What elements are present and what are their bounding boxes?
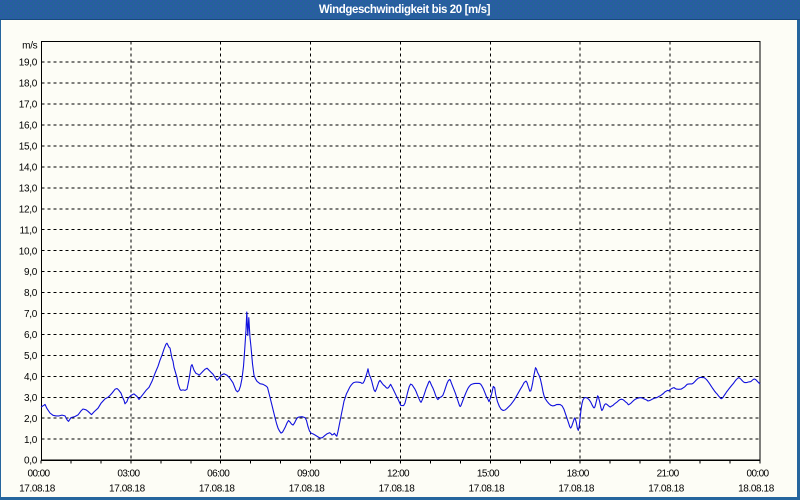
svg-text:6,0: 6,0 — [24, 330, 38, 341]
svg-text:7,0: 7,0 — [24, 309, 38, 320]
svg-text:8,0: 8,0 — [24, 288, 38, 299]
svg-text:12:00: 12:00 — [387, 469, 410, 480]
svg-text:21:00: 21:00 — [657, 469, 680, 480]
svg-text:00:00: 00:00 — [27, 469, 50, 480]
svg-text:19,0: 19,0 — [19, 58, 38, 69]
svg-text:3,0: 3,0 — [24, 393, 38, 404]
svg-text:5,0: 5,0 — [24, 351, 38, 362]
svg-text:00:00: 00:00 — [746, 469, 769, 480]
svg-text:17.08.18: 17.08.18 — [19, 484, 56, 495]
svg-text:17.08.18: 17.08.18 — [379, 484, 416, 495]
svg-text:17.08.18: 17.08.18 — [469, 484, 506, 495]
svg-text:18:00: 18:00 — [567, 469, 590, 480]
svg-text:18.08.18: 18.08.18 — [738, 484, 775, 495]
svg-text:m/s: m/s — [22, 41, 38, 52]
svg-text:15,0: 15,0 — [19, 142, 38, 153]
svg-text:17.08.18: 17.08.18 — [109, 484, 146, 495]
svg-text:17.08.18: 17.08.18 — [199, 484, 236, 495]
svg-text:16,0: 16,0 — [19, 121, 38, 132]
svg-text:15:00: 15:00 — [477, 469, 500, 480]
svg-text:17.08.18: 17.08.18 — [289, 484, 326, 495]
svg-text:09:00: 09:00 — [297, 469, 320, 480]
svg-text:18,0: 18,0 — [19, 79, 38, 90]
svg-text:17.08.18: 17.08.18 — [648, 484, 685, 495]
svg-text:17,0: 17,0 — [19, 100, 38, 111]
svg-text:13,0: 13,0 — [19, 183, 38, 194]
svg-text:10,0: 10,0 — [19, 246, 38, 257]
svg-text:4,0: 4,0 — [24, 372, 38, 383]
svg-text:2,0: 2,0 — [24, 414, 38, 425]
svg-text:9,0: 9,0 — [24, 267, 38, 278]
svg-text:12,0: 12,0 — [19, 204, 38, 215]
svg-text:14,0: 14,0 — [19, 163, 38, 174]
svg-text:11,0: 11,0 — [19, 225, 37, 236]
svg-text:17.08.18: 17.08.18 — [558, 484, 595, 495]
svg-text:0,0: 0,0 — [24, 456, 38, 467]
svg-text:1,0: 1,0 — [24, 435, 38, 446]
svg-text:03:00: 03:00 — [117, 469, 140, 480]
svg-text:06:00: 06:00 — [207, 469, 230, 480]
